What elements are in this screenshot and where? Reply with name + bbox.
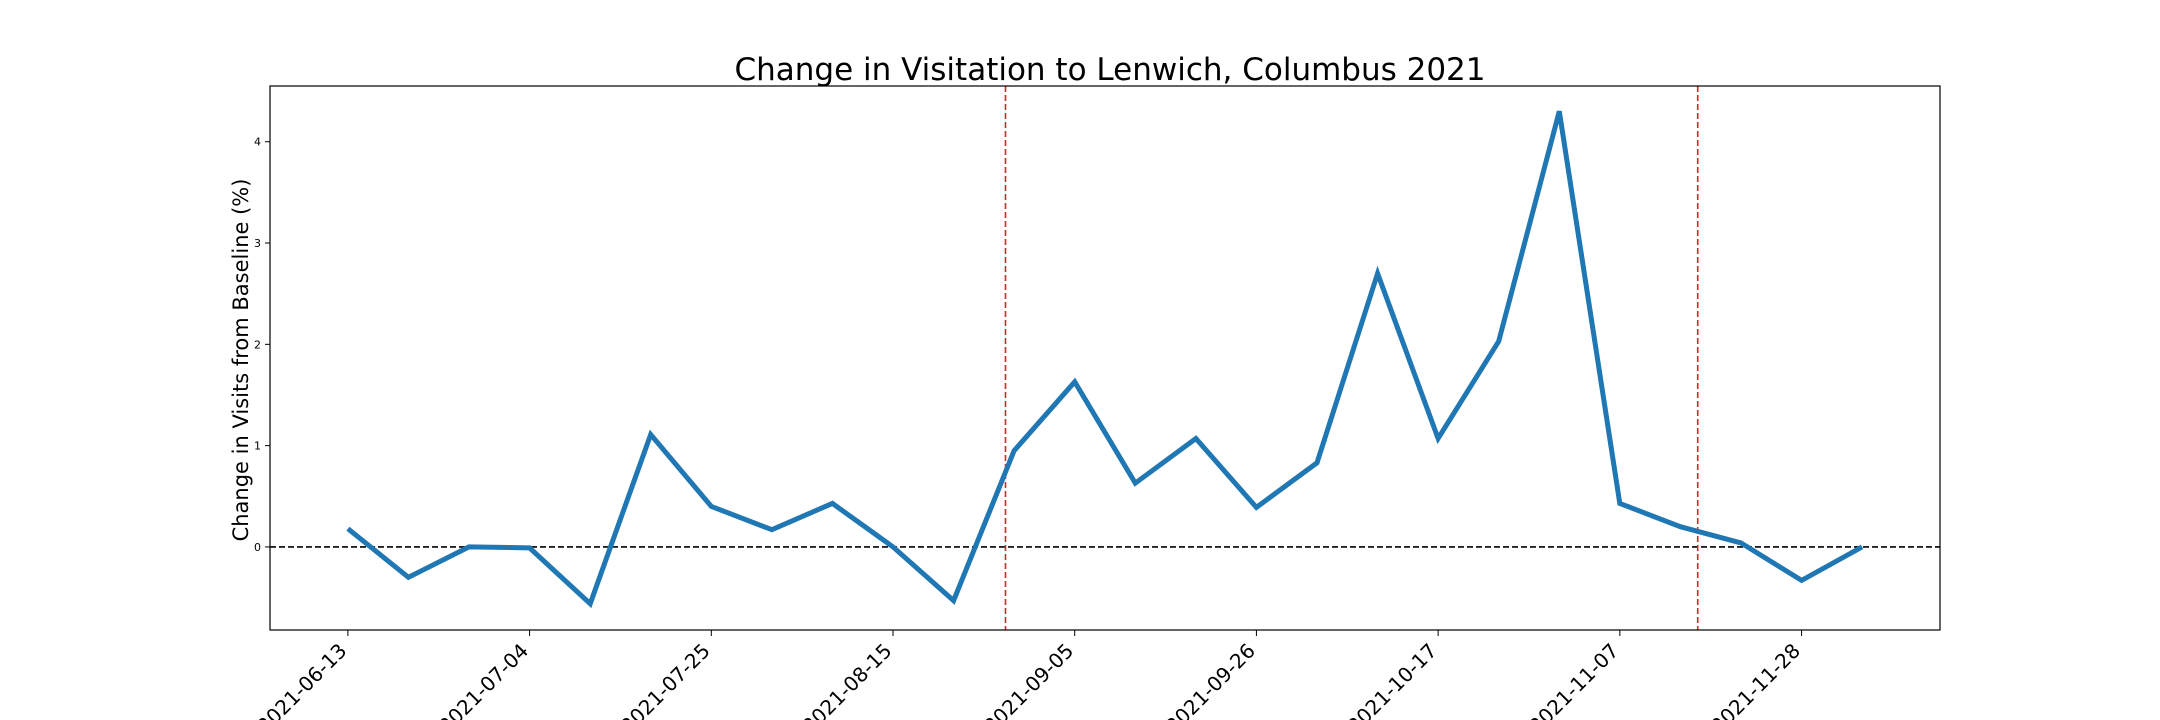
plot-area: 0 1 2 3 4 2021-06-13 2021-07-04 2021-07-25 2021-… bbox=[252, 85, 1941, 720]
x-tick-label: 2021-11-28 bbox=[1706, 639, 1805, 720]
y-tick-label: 0 bbox=[254, 541, 261, 554]
y-tick-label: 4 bbox=[254, 136, 261, 149]
plot-frame bbox=[269, 85, 1941, 631]
x-tick-label: 2021-07-25 bbox=[616, 639, 715, 720]
x-tick-label: 2021-06-13 bbox=[252, 639, 351, 720]
x-tick-label: 2021-09-26 bbox=[1161, 639, 1260, 720]
series-line-0 bbox=[346, 110, 1864, 609]
chart-title: Change in Visitation to Lenwich, Columbu… bbox=[734, 52, 1485, 88]
y-tick-label: 2 bbox=[254, 338, 261, 351]
x-tick-label: 2021-08-15 bbox=[797, 639, 896, 720]
x-tick-label: 2021-10-17 bbox=[1343, 639, 1442, 720]
x-tick-label: 2021-09-05 bbox=[979, 639, 1078, 720]
y-tick-label: 3 bbox=[254, 237, 261, 250]
y-axis-label: Change in Visits from Baseline (%) bbox=[229, 179, 253, 542]
x-tick-label: 2021-07-04 bbox=[434, 639, 533, 720]
x-tick-label: 2021-11-07 bbox=[1524, 639, 1623, 720]
y-tick-label: 1 bbox=[254, 440, 261, 453]
